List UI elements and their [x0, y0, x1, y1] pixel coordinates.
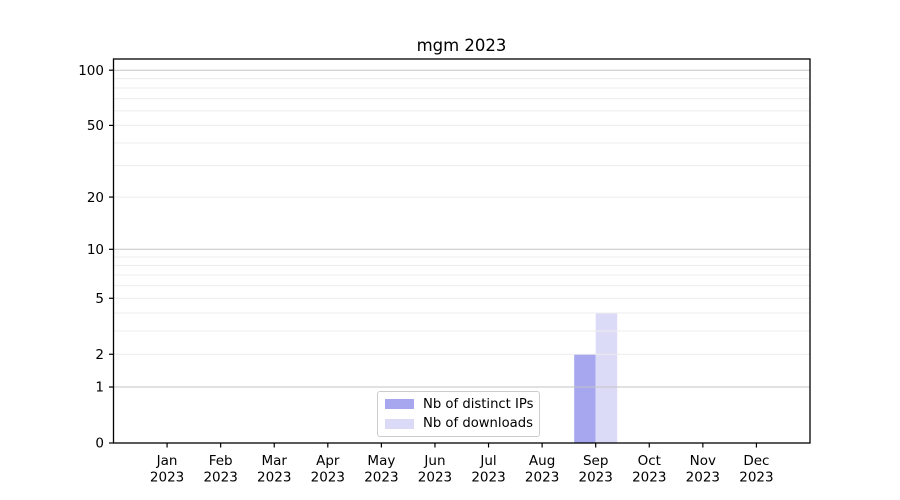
legend: Nb of distinct IPs Nb of downloads: [377, 391, 540, 437]
x-tick-label-month: Jan: [156, 453, 178, 469]
y-tick-label: 0: [95, 436, 104, 452]
x-tick-label-month: Jun: [423, 453, 445, 469]
x-tick-label-month: Apr: [316, 453, 340, 469]
x-tick-label-month: Feb: [209, 453, 233, 469]
y-tick-label: 1: [95, 380, 104, 396]
x-tick-label-year: 2023: [579, 470, 613, 486]
y-tick-label: 50: [87, 118, 104, 134]
x-tick-label-month: May: [367, 453, 395, 469]
x-tick-label-month: Aug: [529, 453, 555, 469]
x-tick-label-month: Sep: [583, 453, 608, 469]
y-tick-label: 2: [95, 347, 104, 363]
legend-item-downloads: Nb of downloads: [385, 416, 539, 431]
x-tick-label-year: 2023: [311, 470, 345, 486]
x-tick-label-year: 2023: [632, 470, 666, 486]
x-tick-label-month: Dec: [743, 453, 769, 469]
x-tick-label-year: 2023: [257, 470, 291, 486]
x-tick-label-year: 2023: [471, 470, 505, 486]
x-tick-label-year: 2023: [203, 470, 237, 486]
x-tick-label-month: Oct: [638, 453, 661, 469]
legend-item-distinct-ips: Nb of distinct IPs: [385, 397, 539, 412]
legend-swatch-distinct-ips-icon: [385, 399, 414, 410]
bar-downloads: [595, 312, 618, 443]
x-tick-label-month: Nov: [690, 453, 716, 469]
y-tick-label: 100: [78, 63, 104, 79]
x-tick-label-year: 2023: [418, 470, 452, 486]
legend-swatch-downloads-icon: [385, 418, 414, 429]
legend-label-distinct-ips: Nb of distinct IPs: [423, 396, 534, 412]
y-tick-label: 5: [95, 291, 104, 307]
x-tick-label-month: Mar: [261, 453, 287, 469]
x-tick-label-year: 2023: [364, 470, 398, 486]
x-tick-label-year: 2023: [150, 470, 184, 486]
x-tick-label-year: 2023: [739, 470, 773, 486]
chart-title: mgm 2023: [416, 36, 507, 55]
legend-label-downloads: Nb of downloads: [423, 416, 533, 432]
x-tick-label-month: Jul: [479, 453, 496, 469]
y-tick-label: 10: [87, 242, 104, 258]
x-tick-label-year: 2023: [525, 470, 559, 486]
x-tick-label-year: 2023: [686, 470, 720, 486]
plot-border: [112, 58, 811, 444]
bar-distinct-ips: [574, 354, 596, 443]
y-tick-label: 20: [87, 190, 104, 206]
